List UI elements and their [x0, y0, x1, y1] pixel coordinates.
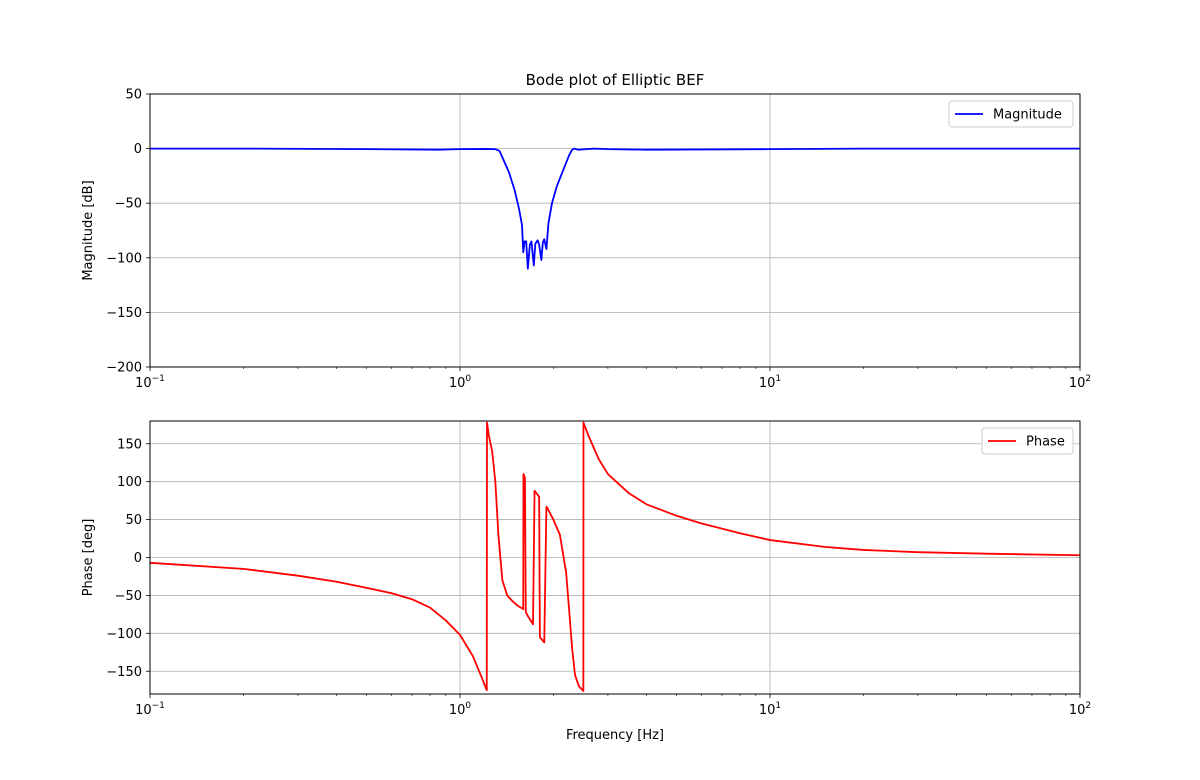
tick-exponent: 1 [775, 374, 781, 384]
phase-y-ticks: 150 100 50 0 −50 −100 −150 [106, 437, 150, 680]
tick-base: 10 [449, 703, 466, 718]
magnitude-axes-frame [149, 93, 1081, 368]
phase-legend-box [981, 427, 1074, 455]
tick-base: 10 [135, 703, 152, 718]
phase-line [149, 421, 1081, 692]
tick-base: 10 [759, 703, 776, 718]
tick-exponent: −1 [152, 374, 165, 384]
phase-legend: Phase [981, 427, 1074, 455]
tick-base: 10 [759, 376, 776, 391]
phase-x-tick-label: 102 [1069, 701, 1091, 718]
x-axis-label: Frequency [Hz] [566, 728, 664, 743]
phase-legend-label: Phase [1026, 435, 1065, 450]
phase-x-tick-label: 100 [449, 701, 472, 718]
magnitude-x-tick-label: 100 [449, 374, 472, 391]
phase-x-tick-label: 10−1 [135, 701, 165, 718]
tick-exponent: 1 [775, 701, 781, 711]
tick-base: 10 [1069, 376, 1086, 391]
phase-y-tick-label: 100 [117, 475, 142, 490]
phase-x-tick-label: 101 [759, 701, 781, 718]
tick-exponent: −1 [152, 701, 165, 711]
magnitude-legend-label: Magnitude [993, 108, 1062, 123]
phase-y-tick-label: 0 [134, 551, 142, 566]
phase-y-tick-label: 50 [125, 513, 142, 528]
magnitude-y-tick-label: 0 [134, 142, 142, 157]
magnitude-y-tick-label: −200 [106, 361, 142, 376]
magnitude-y-tick-label: −100 [106, 251, 142, 266]
phase-y-tick-label: −150 [106, 665, 142, 680]
phase-series [149, 421, 1081, 692]
magnitude-y-tick-label: −150 [106, 306, 142, 321]
phase-y-tick-label: −100 [106, 627, 142, 642]
figure-title: Bode plot of Elliptic BEF [526, 71, 705, 89]
tick-base: 10 [1069, 703, 1086, 718]
magnitude-panel: 10−1 100 101 102 500−50−100−150−200 Magnitu… [81, 88, 1091, 392]
tick-exponent: 2 [1085, 701, 1091, 711]
magnitude-y-ticks: 50 0 −50 −100 −150 −200 [106, 88, 150, 376]
magnitude-x-tick-label: 10−1 [135, 374, 165, 391]
tick-exponent: 0 [465, 374, 471, 384]
magnitude-y-axis-label: Magnitude [dB] [81, 180, 96, 280]
tick-base: 10 [449, 376, 466, 391]
magnitude-line [150, 147, 1080, 270]
tick-exponent: 0 [465, 701, 471, 711]
magnitude-y-tick-label: −50 [115, 197, 142, 212]
phase-y-tick-label: −50 [115, 589, 142, 604]
phase-y-tick-label: 150 [117, 437, 142, 452]
magnitude-x-ticks: 10−1 100 101 102 [135, 367, 1091, 391]
magnitude-legend: Magnitude [948, 100, 1074, 128]
magnitude-series [150, 147, 1080, 270]
magnitude-x-tick-label: 102 [1069, 374, 1091, 391]
tick-exponent: 2 [1085, 374, 1091, 384]
phase-y-axis-label: Phase [deg] [81, 519, 96, 597]
magnitude-legend-box [948, 100, 1074, 128]
magnitude-x-tick-label: 101 [759, 374, 781, 391]
phase-x-ticks: 10−1 100 101 102 [135, 694, 1091, 718]
magnitude-y-tick-label: 50 [125, 88, 142, 103]
tick-base: 10 [135, 376, 152, 391]
